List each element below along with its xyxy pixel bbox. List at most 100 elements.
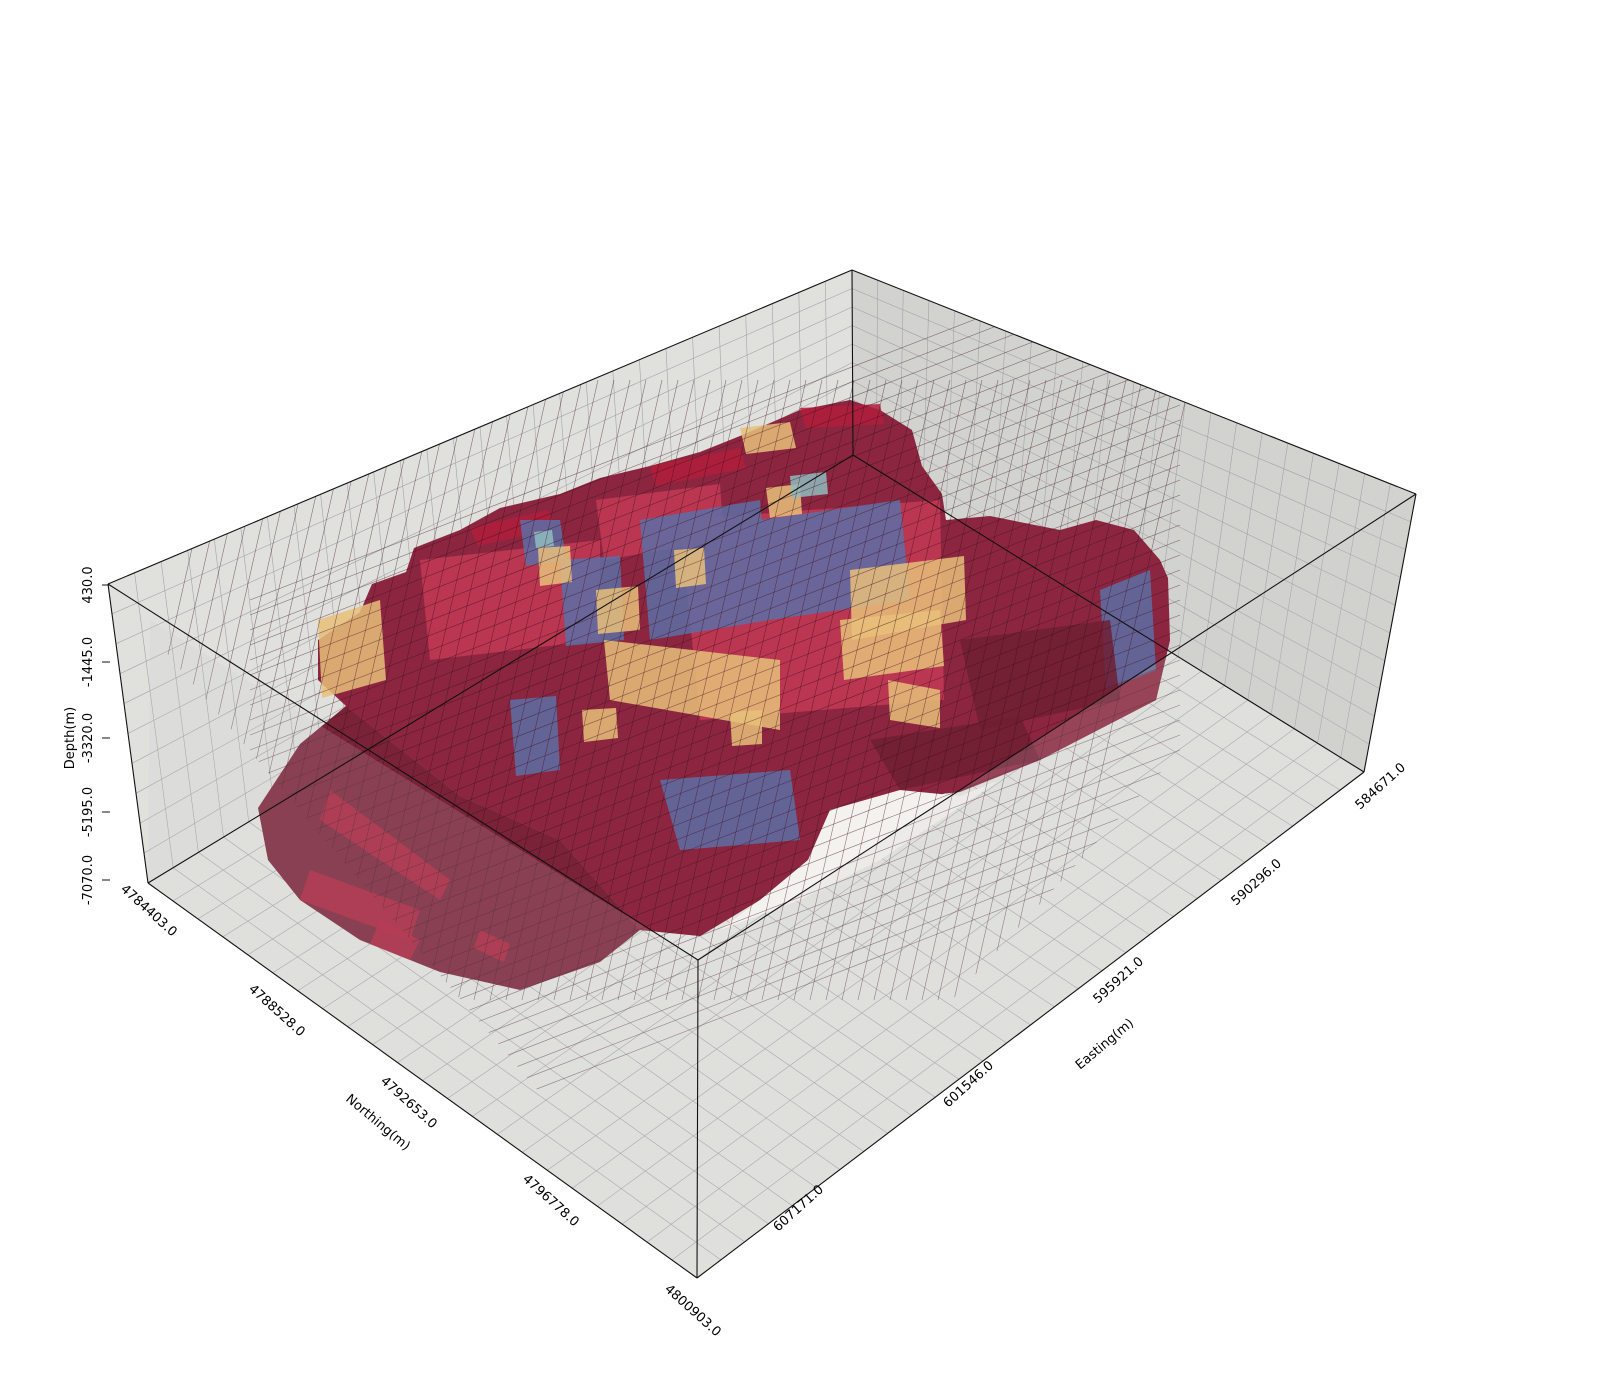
voxel-patch [510,696,560,776]
voxel-cell-line [249,584,1181,946]
voxel-cell-line [249,449,1181,811]
voxel-cell-line [905,379,1047,1001]
voxel-cell-line [857,379,999,1001]
voxel-patch [740,422,796,454]
voxel-cell-line [585,379,727,1001]
voxel-cell-line [425,379,567,1001]
grid-line [646,742,1318,1243]
voxel-patch [474,930,510,962]
voxel-cell-line [953,379,1095,1001]
grid-line [852,380,1385,662]
voxel-cell-line [681,379,823,1001]
voxel-cell-line [1017,379,1159,1001]
voxel-cell-line [249,329,1181,691]
voxel-patch [320,790,450,900]
voxel-patch [300,870,420,940]
voxel-cell-line [921,379,1063,1001]
voxel-cell-line [537,379,679,1001]
grid-line [119,325,853,674]
voxel-cell-line [249,299,1181,661]
voxel-cell-line [985,379,1127,1001]
grid-line [671,757,1341,1261]
voxel-cell-line [521,379,663,1001]
voxel-cell-line [249,374,1181,736]
depth-axis-title: Depth(m) [63,707,78,769]
voxel-cell-line [665,379,807,1001]
voxel-cell-line [249,509,1181,871]
voxel-cell-line [553,379,695,1001]
voxel-cell-line [457,379,599,1001]
voxel-cell-line [249,464,1181,826]
northing-tick-label: 4800903.0 [661,1282,723,1340]
grid-line [547,685,1225,1171]
voxel-cell-line [409,379,551,1001]
voxel-cell-line [249,479,1181,841]
voxel-patch [604,640,780,730]
voxel-cell-line [249,314,1181,676]
voxel-cell-line [441,379,583,1001]
voxel-cell-line [889,379,1031,1001]
voxel-patch [888,680,940,728]
voxel-cell-line [393,379,535,1001]
voxel-cell-line [697,379,839,1001]
grid-line [597,714,1272,1207]
grid-line [111,288,853,615]
depth-tick-label: -3320.0 [81,713,96,763]
depth-tick-label: -5195.0 [81,787,96,837]
voxel-cell-line [793,379,935,1001]
voxel-cell-line [249,434,1181,796]
voxel-cell-line [249,614,1181,976]
voxel-cell-line [809,379,951,1001]
voxel-patch [674,548,706,588]
voxel-cell-line [825,379,967,1001]
voxel-cell-line [249,284,1181,646]
voxel-cell-line [249,554,1181,916]
grid-line [621,728,1295,1225]
grid-line [852,343,1396,606]
voxel-cell-line [841,379,983,1001]
voxel-cell-line [873,379,1015,1001]
voxel-cell-line [745,379,887,1001]
voxel-cell-line [249,629,1181,991]
voxel-cell-line [249,344,1181,706]
voxel-patch [870,716,1040,790]
voxel-patch [534,530,554,548]
grid-line [851,288,1411,523]
voxel-cell-line [649,379,791,1001]
voxel-cell-line [713,379,855,1001]
voxel-cell-line [249,539,1181,901]
voxel-patch [538,546,572,586]
voxel-cell-line [249,524,1181,886]
voxel-cell-line [249,494,1181,856]
grid-line [852,362,1391,634]
box-back-right-face [852,270,1416,772]
grid-line [852,306,1406,550]
depth-tick-label: -1445.0 [81,637,96,687]
voxel-cell-line [249,389,1181,751]
voxel-patch [960,620,1120,730]
box-front-panel-left [148,620,698,1278]
voxel-cell-line [617,379,759,1001]
depth-tick-label: 430.0 [81,566,96,603]
easting-axis-title: Easting(m) [1073,1016,1137,1073]
voxel-patch [370,920,420,960]
voxel-cell-line [249,569,1181,931]
depth-tick-label: -7070.0 [81,855,96,905]
voxel-cell-line [601,379,743,1001]
voxel-cell-line [729,379,871,1001]
voxel-patch [650,448,746,486]
voxel-cell-line [1001,379,1143,1001]
voxel-cell-line [361,379,503,1001]
voxel-cell-line [249,404,1181,766]
voxel-cell-line [249,419,1181,781]
voxel-cell-line [969,379,1111,1001]
grid-line [852,325,1401,578]
grid-line [572,699,1249,1189]
voxel-patch [660,770,800,850]
voxel-patch [790,472,828,498]
voxel-patch [730,710,762,746]
voxel-cell-line [249,599,1181,961]
voxel-cell-line [569,379,711,1001]
box-front-panel-right [697,494,1416,1278]
